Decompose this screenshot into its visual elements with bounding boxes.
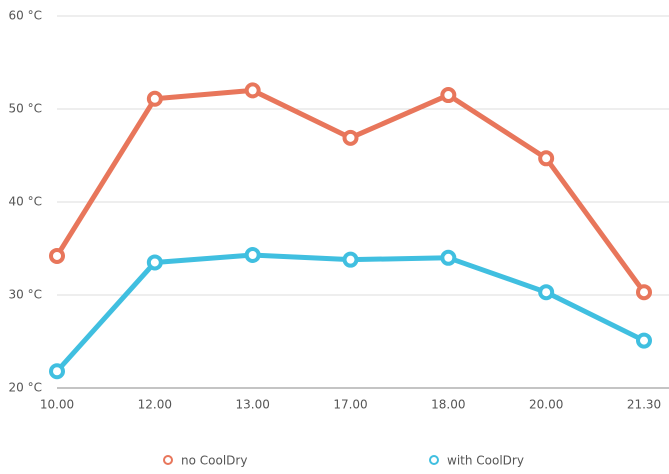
data-point [244, 82, 261, 99]
y-tick-label: 50 °C [9, 102, 42, 116]
y-tick-label: 20 °C [9, 381, 42, 395]
x-tick-label: 21.30 [627, 398, 661, 412]
legend-label: no CoolDry [181, 454, 247, 468]
data-point [636, 332, 652, 349]
y-tick-label: 30 °C [9, 288, 42, 302]
data-point [49, 247, 65, 264]
legend-marker [429, 455, 439, 465]
data-point [146, 254, 163, 271]
y-tick-label: 40 °C [9, 195, 42, 209]
x-tick-label: 12.00 [138, 398, 172, 412]
data-point [636, 284, 652, 301]
data-point [146, 90, 163, 107]
data-point [440, 249, 457, 266]
x-tick-label: 18.00 [431, 398, 465, 412]
series-line [55, 252, 646, 373]
legend-marker [163, 455, 173, 465]
x-tick-label: 13.00 [235, 398, 269, 412]
data-point [440, 87, 457, 104]
data-point [244, 247, 261, 264]
data-point [538, 284, 555, 301]
x-tick-label: 10.00 [40, 398, 74, 412]
x-tick-label: 20.00 [529, 398, 563, 412]
data-point [49, 363, 65, 380]
x-tick-label: 17.00 [333, 398, 367, 412]
legend-label: with CoolDry [447, 454, 524, 468]
y-tick-label: 60 °C [9, 9, 42, 23]
data-point [342, 251, 359, 268]
data-point [342, 129, 359, 146]
data-point [538, 150, 555, 167]
